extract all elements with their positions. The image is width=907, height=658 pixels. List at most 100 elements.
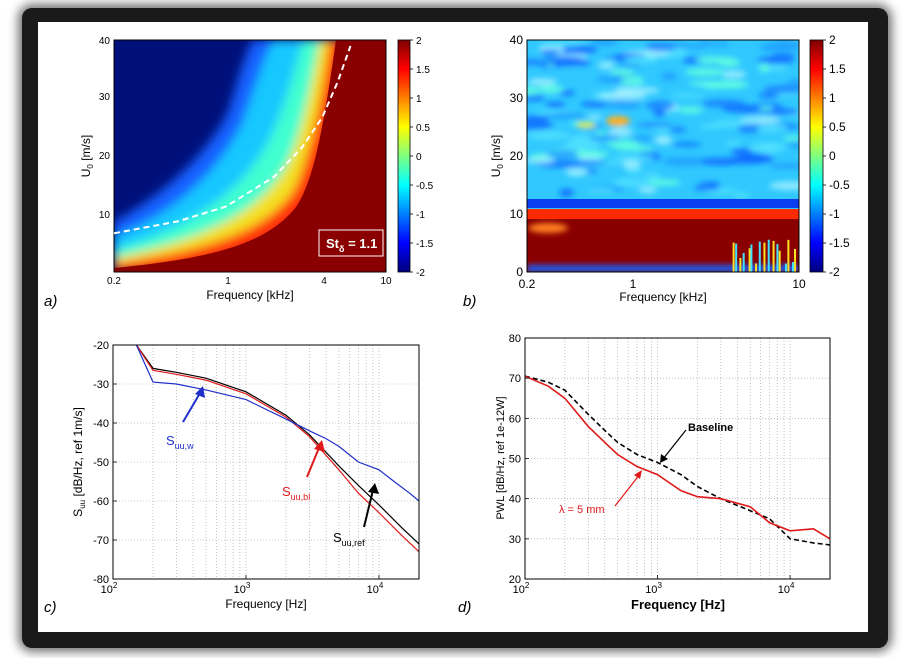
c-yticks: -20 -30 -40 -50 -60 -70 -80 [93,340,117,586]
a-panel-label: a) [44,293,57,310]
a-xtick: 10 [380,276,392,287]
b-ytick: 30 [510,91,524,105]
c-arrowhead-ref [368,483,379,494]
c-panel-label: c) [44,599,57,616]
b-panel-label: b) [463,293,476,310]
ytick-label: 80 [509,333,521,345]
d-label-lambda: λ = 5 mm [559,504,605,516]
st-annotation: Stδ = 1.1 [326,236,377,254]
series-line [135,344,420,553]
colorbar-tick-label: -2 [829,265,840,279]
ytick-label: 30 [509,534,521,546]
ytick-label: 70 [509,373,521,385]
xtick-label: 102 [513,581,530,596]
colorbar-tick-label: 2 [829,33,836,47]
b-colorbar [809,39,824,273]
d-arrow-baseline [662,429,687,460]
annotation-box [318,229,384,257]
d-label-baseline: Baseline [688,422,733,434]
ytick-label: -20 [93,340,109,352]
colorbar-tick-label: 1.5 [416,65,430,76]
d-series [524,375,831,546]
c-arrowhead-w [195,386,205,398]
ytick-label: 40 [509,494,521,506]
c-arrowhead-bl [314,440,325,452]
ytick-label: -50 [93,457,109,469]
figure-canvas: Stδ = 1.1 0.2 1 4 10 10 20 30 40 Frequen… [38,22,868,632]
ytick-label: -40 [93,418,109,430]
ytick-label: 50 [509,454,521,466]
c-label-w: Suu,w [166,433,194,451]
b-ytick: 20 [510,149,524,163]
a-colorbar [397,39,411,273]
b-ytick: 10 [510,207,524,221]
heatmap-a-saturated-region [114,40,386,272]
series-line [135,344,420,502]
colorbar-tick-label: 0.5 [416,123,430,134]
c-xlabel: Frequency [Hz] [225,597,306,611]
c-label-bl: Suu,bl [282,484,310,502]
b-ytick: 40 [510,33,524,47]
b-xtick: 0.2 [519,277,536,291]
colorbar-tick-label: 0 [829,149,836,163]
axes-a-frame [113,39,387,273]
d-ylabel: PWL [dB/Hz, ref 1e-12W] [495,396,507,519]
a-colorbar-ticks: 2 1.5 1 0.5 0 -0.5 -1 -1.5 -2 [410,36,434,279]
ytick-label: 60 [509,413,521,425]
xtick-label: 103 [234,581,251,596]
ytick-label: -30 [93,379,109,391]
b-ylabel: U0 [m/s] [489,135,505,177]
d-xticks: 102 103 104 [513,575,795,596]
ytick-label: -60 [93,496,109,508]
d-arrowhead-baseline [660,454,668,463]
c-xticks: 102 103 104 [101,575,384,596]
d-arrow-lambda [614,473,641,507]
a-ylabel: U0 [m/s] [79,135,95,177]
st-delta-guide-line [113,45,352,235]
ytick-label: -70 [93,535,109,547]
a-xtick: 0.2 [107,276,121,287]
colorbar-tick-label: -0.5 [829,178,850,192]
d-panel-label: d) [458,599,471,616]
colorbar-tick-label: 0 [416,152,422,163]
b-xtick: 10 [792,277,806,291]
panel-c: -20 -30 -40 -50 -60 -70 -80 102 103 104 Frequenc… [44,340,420,616]
b-colorbar-ticks: 2 1.5 1 0.5 0 -0.5 -1 -1.5 -2 [823,33,850,279]
xtick-label: 102 [101,581,118,596]
colorbar-tick-label: 1 [829,91,836,105]
colorbar-tick-label: 0.5 [829,120,846,134]
heatmap-b [527,40,799,272]
ytick-label: -80 [93,574,109,586]
axes-d-background [525,338,830,579]
colorbar-tick-label: 1.5 [829,62,846,76]
a-xtick: 4 [321,276,327,287]
colorbar-tick-label: -1.5 [416,239,434,250]
xtick-label: 104 [367,581,384,596]
b-xtick: 1 [630,277,637,291]
a-ytick: 40 [99,36,111,47]
colorbar-tick-label: 2 [416,36,422,47]
colorbar-tick-label: 1 [416,94,422,105]
panel-b: 0.2 1 10 0 10 20 30 40 Frequency [kHz] U… [463,33,850,310]
heatmap-b-band-red [527,209,799,219]
colorbar-tick-label: -1.5 [829,236,850,250]
a-xtick: 1 [225,276,231,287]
c-arrow-ref [363,485,375,528]
c-series [135,344,420,553]
colorbar-tick-label: -1 [416,210,425,221]
d-arrowhead-lambda [634,470,642,479]
colorbar-tick-label: -2 [416,268,425,279]
heatmap-a [114,40,386,272]
series-line [524,375,831,540]
b-xlabel: Frequency [kHz] [619,290,706,304]
a-ytick: 20 [99,151,111,162]
c-ylabel: Suu [dB/Hz, ref 1m/s] [71,407,87,517]
figure-svg: Stδ = 1.1 0.2 1 4 10 10 20 30 40 Frequen… [44,33,850,616]
heatmap-b-band-blue [527,199,799,208]
colorbar-tick-label: -0.5 [416,181,434,192]
a-ytick: 10 [99,210,111,221]
d-xlabel: Frequency [Hz] [631,597,725,612]
b-ytick: 0 [516,265,523,279]
